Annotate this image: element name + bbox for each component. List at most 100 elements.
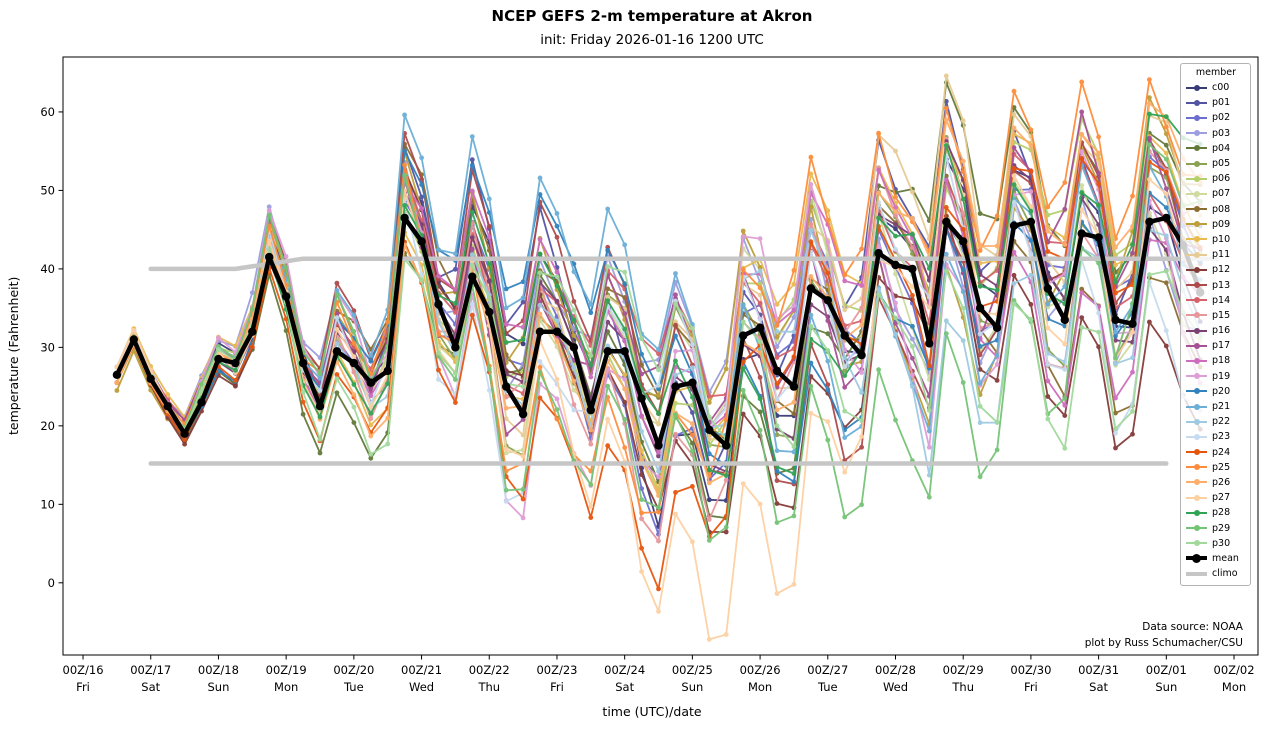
legend-item-p05: p05 bbox=[1186, 156, 1246, 171]
legend-item-label: p02 bbox=[1212, 112, 1231, 124]
legend-item-p27: p27 bbox=[1186, 490, 1246, 505]
legend-item-p29: p29 bbox=[1186, 520, 1246, 535]
p25-line-swatch-icon bbox=[1186, 462, 1207, 472]
legend-item-label: p25 bbox=[1212, 461, 1231, 473]
x-tick-label-utc: 00Z/26 bbox=[740, 663, 781, 677]
legend-item-label: p13 bbox=[1212, 279, 1231, 291]
legend-item-p17: p17 bbox=[1186, 338, 1246, 353]
legend-item-p11: p11 bbox=[1186, 247, 1246, 262]
p27-line-swatch-icon bbox=[1186, 493, 1207, 503]
p15-line-swatch-icon bbox=[1186, 310, 1207, 320]
legend-item-p07: p07 bbox=[1186, 186, 1246, 201]
p13-line-swatch-icon bbox=[1186, 280, 1207, 290]
x-tick-label-utc: 00Z/28 bbox=[875, 663, 916, 677]
legend-item-p20: p20 bbox=[1186, 384, 1246, 399]
p05-line-swatch-icon bbox=[1186, 159, 1207, 169]
x-axis-label: time (UTC)/date bbox=[602, 704, 702, 719]
p01-line-swatch-icon bbox=[1186, 98, 1207, 108]
p22-line-swatch-icon bbox=[1186, 417, 1207, 427]
legend-item-c00: c00 bbox=[1186, 80, 1246, 95]
x-tick-label-day: Sat bbox=[615, 680, 634, 694]
y-tick-label: 10 bbox=[40, 497, 55, 511]
legend-item-p23: p23 bbox=[1186, 429, 1246, 444]
legend-item-p16: p16 bbox=[1186, 323, 1246, 338]
legend-item-label: p18 bbox=[1212, 355, 1231, 367]
y-tick-label: 30 bbox=[40, 340, 55, 354]
x-tick-label-utc: 00Z/17 bbox=[130, 663, 171, 677]
p03-line-swatch-icon bbox=[1186, 128, 1207, 138]
legend-item-p02: p02 bbox=[1186, 110, 1246, 125]
legend-item-label: p09 bbox=[1212, 218, 1231, 230]
x-tick-label-day: Tue bbox=[817, 680, 838, 694]
data-source-note: Data source: NOAA bbox=[1142, 621, 1243, 633]
legend-item-label: p11 bbox=[1212, 249, 1231, 261]
x-tick-label-day: Fri bbox=[1024, 680, 1038, 694]
x-tick-label-day: Mon bbox=[274, 680, 298, 694]
legend-item-mean: mean bbox=[1186, 551, 1246, 566]
legend-item-label: p07 bbox=[1212, 188, 1231, 200]
legend-item-p03: p03 bbox=[1186, 126, 1246, 141]
y-tick-label: 0 bbox=[48, 576, 55, 590]
p11-line-swatch-icon bbox=[1186, 250, 1207, 260]
legend-item-label: p06 bbox=[1212, 173, 1231, 185]
legend-item-label: climo bbox=[1212, 568, 1238, 580]
climo-line-swatch-icon bbox=[1186, 569, 1207, 579]
x-tick-label-utc: 00Z/20 bbox=[333, 663, 374, 677]
p28-line-swatch-icon bbox=[1186, 508, 1207, 518]
legend-items: c00 p01 p02 p03 p04 p05 p06 p07 p08 p09 p10 p11 p12 p… bbox=[1186, 80, 1246, 581]
p26-line-swatch-icon bbox=[1186, 477, 1207, 487]
legend-item-label: p24 bbox=[1212, 446, 1231, 458]
x-tick-label-day: Thu bbox=[951, 680, 974, 694]
x-tick-label-utc: 00Z/22 bbox=[469, 663, 510, 677]
legend-item-p12: p12 bbox=[1186, 262, 1246, 277]
legend-item-label: p21 bbox=[1212, 401, 1231, 413]
ensemble-mean-line bbox=[112, 213, 1205, 450]
legend-item-label: p10 bbox=[1212, 233, 1231, 245]
p17-line-swatch-icon bbox=[1186, 341, 1207, 351]
legend-item-p15: p15 bbox=[1186, 308, 1246, 323]
legend-item-label: p20 bbox=[1212, 385, 1231, 397]
legend-item-label: p19 bbox=[1212, 370, 1231, 382]
x-tick-label-utc: 00Z/23 bbox=[536, 663, 577, 677]
x-tick-label-utc: 00Z/24 bbox=[604, 663, 645, 677]
legend-item-climo: climo bbox=[1186, 566, 1246, 581]
legend-item-p25: p25 bbox=[1186, 460, 1246, 475]
x-tick-label-utc: 00Z/02 bbox=[1214, 663, 1255, 677]
legend-item-label: c00 bbox=[1212, 82, 1230, 94]
legend-item-label: p22 bbox=[1212, 416, 1231, 428]
x-tick-label-day: Tue bbox=[343, 680, 364, 694]
y-tick-label: 20 bbox=[40, 419, 55, 433]
legend-item-p04: p04 bbox=[1186, 141, 1246, 156]
p29-line-swatch-icon bbox=[1186, 523, 1207, 533]
x-tick-label-utc: 00Z/21 bbox=[401, 663, 442, 677]
legend-item-p21: p21 bbox=[1186, 399, 1246, 414]
x-tick-label-utc: 00Z/27 bbox=[807, 663, 848, 677]
y-tick-label: 60 bbox=[40, 105, 55, 119]
x-tick-label-day: Sun bbox=[681, 680, 703, 694]
legend: member c00 p01 p02 p03 p04 p05 p06 p07 p08 p09 p10… bbox=[1180, 63, 1251, 587]
p04-line-swatch-icon bbox=[1186, 143, 1207, 153]
x-tick-label-day: Mon bbox=[1222, 680, 1246, 694]
p20-line-swatch-icon bbox=[1186, 386, 1207, 396]
p16-line-swatch-icon bbox=[1186, 326, 1207, 336]
x-tick-label-utc: 00Z/18 bbox=[198, 663, 239, 677]
legend-item-p19: p19 bbox=[1186, 369, 1246, 384]
legend-item-label: p27 bbox=[1212, 492, 1231, 504]
legend-title: member bbox=[1195, 67, 1237, 78]
legend-item-label: p28 bbox=[1212, 507, 1231, 519]
x-tick-label-day: Sat bbox=[141, 680, 160, 694]
legend-item-p09: p09 bbox=[1186, 217, 1246, 232]
p06-line-swatch-icon bbox=[1186, 174, 1207, 184]
x-tick-label-day: Wed bbox=[883, 680, 908, 694]
legend-item-label: p17 bbox=[1212, 340, 1231, 352]
legend-item-label: p14 bbox=[1212, 294, 1231, 306]
legend-item-label: p04 bbox=[1212, 142, 1231, 154]
p30-line-swatch-icon bbox=[1186, 538, 1207, 548]
x-tick-label-utc: 00Z/01 bbox=[1146, 663, 1187, 677]
legend-item-p28: p28 bbox=[1186, 505, 1246, 520]
legend-item-p08: p08 bbox=[1186, 202, 1246, 217]
legend-item-label: p15 bbox=[1212, 309, 1231, 321]
legend-item-p24: p24 bbox=[1186, 445, 1246, 460]
y-tick-label: 40 bbox=[40, 262, 55, 276]
p08-line-swatch-icon bbox=[1186, 204, 1207, 214]
